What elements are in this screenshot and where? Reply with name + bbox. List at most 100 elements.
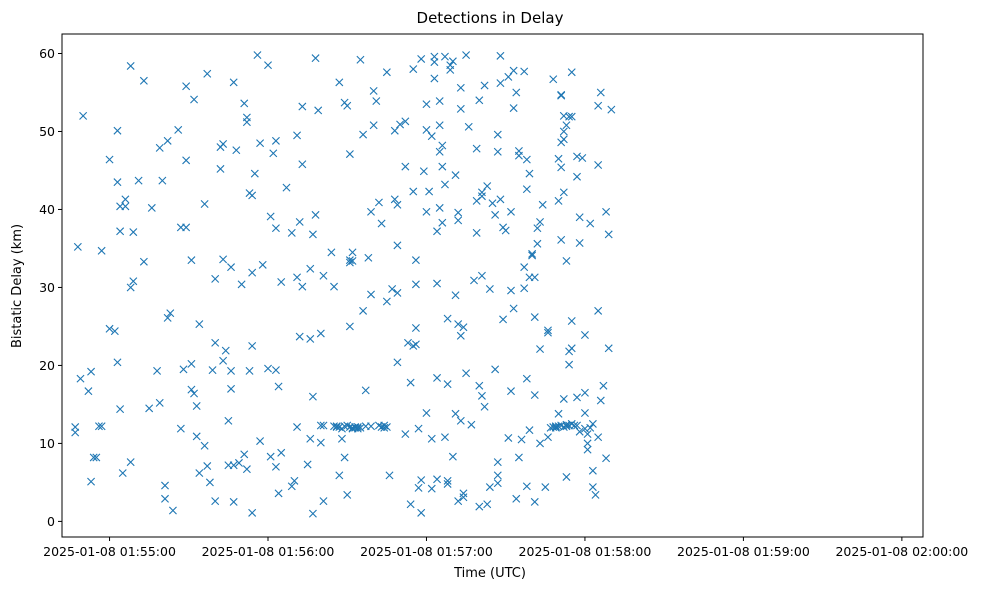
data-point-marker bbox=[438, 218, 447, 227]
data-point-marker bbox=[345, 322, 354, 331]
data-point-marker bbox=[113, 178, 122, 187]
data-point-marker bbox=[97, 246, 106, 255]
data-markers bbox=[71, 51, 616, 518]
data-point-marker bbox=[293, 273, 302, 282]
data-point-marker bbox=[567, 316, 576, 325]
data-point-marker bbox=[390, 126, 399, 135]
data-point-marker bbox=[559, 188, 568, 197]
data-point-marker bbox=[221, 346, 230, 355]
data-point-marker bbox=[287, 482, 296, 491]
data-point-marker bbox=[580, 331, 589, 340]
data-point-marker bbox=[604, 344, 613, 353]
data-point-marker bbox=[168, 506, 177, 515]
data-point-marker bbox=[393, 288, 402, 297]
data-point-marker bbox=[242, 465, 251, 474]
data-point-marker bbox=[433, 227, 442, 236]
data-point-marker bbox=[139, 76, 148, 85]
data-point-marker bbox=[129, 228, 138, 237]
data-point-marker bbox=[293, 423, 302, 432]
data-point-marker bbox=[271, 224, 280, 233]
data-point-marker bbox=[580, 409, 589, 417]
data-point-marker bbox=[557, 90, 566, 99]
data-point-marker bbox=[319, 497, 328, 506]
data-point-marker bbox=[406, 500, 415, 509]
data-point-marker bbox=[488, 199, 497, 208]
data-point-marker bbox=[456, 416, 465, 425]
data-point-marker bbox=[448, 452, 457, 461]
data-point-marker bbox=[145, 404, 154, 413]
data-point-marker bbox=[200, 200, 209, 208]
data-point-marker bbox=[470, 276, 479, 285]
data-point-marker bbox=[493, 147, 502, 156]
data-point-marker bbox=[295, 217, 304, 226]
data-point-marker bbox=[319, 421, 328, 430]
data-point-marker bbox=[306, 434, 315, 443]
data-point-marker bbox=[380, 423, 389, 432]
data-point-marker bbox=[303, 460, 312, 469]
data-point-marker bbox=[533, 224, 542, 233]
data-point-marker bbox=[586, 423, 595, 432]
data-point-marker bbox=[224, 416, 233, 425]
data-point-marker bbox=[87, 367, 96, 376]
data-point-marker bbox=[562, 422, 571, 431]
data-point-marker bbox=[121, 202, 130, 211]
data-point-marker bbox=[528, 249, 537, 258]
data-point-marker bbox=[158, 176, 167, 185]
data-point-marker bbox=[496, 51, 505, 60]
x-tick-label: 2025-01-08 01:56:00 bbox=[202, 544, 335, 559]
data-point-marker bbox=[525, 426, 534, 435]
data-point-marker bbox=[485, 483, 494, 492]
data-point-marker bbox=[161, 481, 169, 490]
data-point-marker bbox=[427, 132, 436, 141]
data-point-marker bbox=[87, 477, 96, 486]
data-point-marker bbox=[557, 235, 566, 244]
data-point-marker bbox=[459, 323, 468, 332]
data-point-marker bbox=[253, 51, 262, 60]
data-point-marker bbox=[485, 285, 494, 293]
data-point-marker bbox=[536, 345, 545, 354]
data-point-marker bbox=[79, 111, 88, 120]
data-point-marker bbox=[364, 253, 373, 262]
data-point-marker bbox=[562, 472, 571, 481]
data-point-marker bbox=[443, 479, 452, 488]
data-point-marker bbox=[525, 169, 534, 178]
data-point-marker bbox=[509, 304, 518, 313]
data-point-marker bbox=[565, 112, 574, 121]
data-point-marker bbox=[73, 242, 82, 251]
data-point-marker bbox=[575, 239, 584, 247]
data-point-marker bbox=[298, 102, 307, 111]
data-point-marker bbox=[480, 81, 489, 90]
data-point-marker bbox=[382, 423, 391, 432]
data-point-marker bbox=[227, 263, 236, 272]
data-point-marker bbox=[250, 169, 259, 178]
data-point-marker bbox=[277, 448, 286, 457]
data-point-marker bbox=[374, 198, 383, 207]
data-point-marker bbox=[411, 324, 420, 332]
data-point-marker bbox=[573, 172, 582, 181]
data-point-marker bbox=[274, 382, 283, 391]
data-point-marker bbox=[459, 493, 468, 502]
y-tick-label: 40 bbox=[39, 202, 55, 217]
data-point-marker bbox=[308, 392, 317, 401]
data-point-marker bbox=[493, 471, 502, 480]
data-point-marker bbox=[493, 458, 502, 467]
data-point-marker bbox=[596, 396, 605, 405]
data-point-marker bbox=[528, 251, 537, 260]
data-point-marker bbox=[290, 476, 299, 485]
data-point-marker bbox=[116, 227, 125, 236]
data-point-marker bbox=[203, 462, 212, 471]
data-point-marker bbox=[345, 150, 354, 159]
data-point-marker bbox=[451, 409, 460, 418]
data-point-marker bbox=[530, 497, 539, 506]
data-point-marker bbox=[134, 176, 143, 185]
data-point-marker bbox=[163, 313, 172, 322]
data-point-marker bbox=[306, 334, 315, 343]
data-point-marker bbox=[319, 271, 328, 280]
data-point-marker bbox=[533, 239, 542, 248]
data-point-marker bbox=[543, 433, 552, 442]
data-point-marker bbox=[530, 273, 539, 282]
data-point-marker bbox=[599, 381, 608, 390]
data-point-marker bbox=[475, 381, 484, 390]
data-point-marker bbox=[554, 196, 563, 205]
data-point-marker bbox=[174, 125, 183, 134]
